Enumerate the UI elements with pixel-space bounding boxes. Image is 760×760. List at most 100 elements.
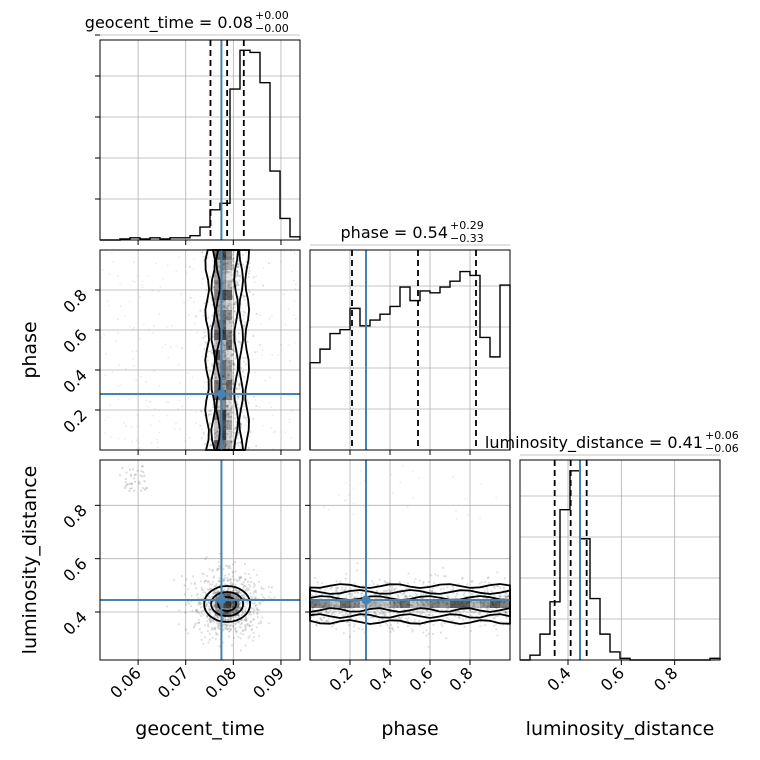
scatter-point [425,629,428,632]
scatter-point [467,513,469,516]
scatter-point [217,624,220,628]
scatter-point [442,575,446,578]
scatter-point [327,508,330,511]
scatter-point [136,448,139,450]
scatter-point [236,284,239,287]
scatter-point [421,609,424,612]
scatter-point [230,330,233,333]
scatter-point [431,633,435,636]
density-cell [226,440,233,450]
scatter-point [195,611,199,614]
scatter-point [407,572,410,575]
scatter-point [390,589,393,592]
scatter-point [245,260,248,263]
scatter-point [349,604,352,608]
scatter-point [133,477,136,480]
scatter-point [355,605,358,608]
scatter-point [230,304,233,307]
scatter-point [214,270,217,273]
density-cell [214,320,221,330]
scatter-point [139,338,141,340]
scatter-point [236,579,239,583]
scatter-point [240,367,243,370]
scatter-point [222,263,225,266]
scatter-point [470,592,474,595]
scatter-point [208,611,211,615]
scatter-point [394,602,397,605]
scatter-point [228,630,231,633]
scatter-point [211,619,214,622]
scatter-point [226,579,229,583]
scatter-point [217,362,220,365]
scatter-point [371,603,374,606]
scatter-point [196,594,199,597]
density-cell [220,270,227,280]
scatter-point [214,281,217,284]
scatter-point [320,619,323,622]
scatter-point [209,620,212,623]
scatter-point [429,589,432,592]
scatter-point [405,587,408,590]
scatter-point [313,605,316,608]
scatter-point [226,588,230,591]
scatter-point [227,258,230,261]
scatter-point [232,625,235,628]
scatter-point [388,602,391,605]
scatter-point [209,350,212,353]
scatter-point [345,621,348,624]
scatter-point [140,489,143,492]
scatter-point [117,384,120,387]
scatter-point [271,353,273,356]
scatter-point [209,275,212,278]
scatter-point [207,605,210,608]
scatter-point [245,304,248,307]
scatter-point [244,585,247,588]
scatter-point [413,618,416,621]
scatter-point [228,312,231,315]
scatter-point [244,610,247,613]
scatter-point [138,447,141,449]
scatter-point [158,431,161,434]
scatter-point [504,595,508,598]
scatter-point [261,596,265,599]
scatter-point [249,610,252,614]
scatter-point [269,401,271,404]
scatter-point [255,608,258,611]
scatter-point [505,592,508,595]
scatter-point [152,414,155,417]
scatter-point [223,305,226,308]
scatter-point [237,441,240,444]
scatter-point [333,605,336,608]
scatter-point [493,624,496,627]
scatter-point [242,314,245,317]
scatter-point [246,340,249,343]
scatter-point [427,602,430,605]
scatter-point [416,601,419,604]
scatter-point [418,477,421,480]
panel-title-minus: −0.06 [705,442,739,455]
scatter-point [230,309,233,312]
scatter-point [255,603,258,607]
scatter-point [412,497,414,499]
scatter-point [403,592,406,595]
scatter-point [216,591,219,594]
scatter-point [167,356,170,359]
scatter-point [231,371,234,374]
scatter-point [471,605,474,608]
scatter-point [232,303,235,306]
scatter-point [223,583,227,586]
scatter-point [212,575,215,578]
scatter-point [216,626,219,629]
scatter-point [252,618,256,621]
scatter-point [233,306,236,309]
contour-line [217,596,238,612]
scatter-point [244,578,247,581]
scatter-point [178,609,181,612]
scatter-point [140,470,143,473]
scatter-point [363,506,366,509]
scatter-point [230,611,233,614]
scatter-point [202,255,205,258]
scatter-point [238,603,242,606]
scatter-point [425,609,428,612]
scatter-point [175,422,177,425]
